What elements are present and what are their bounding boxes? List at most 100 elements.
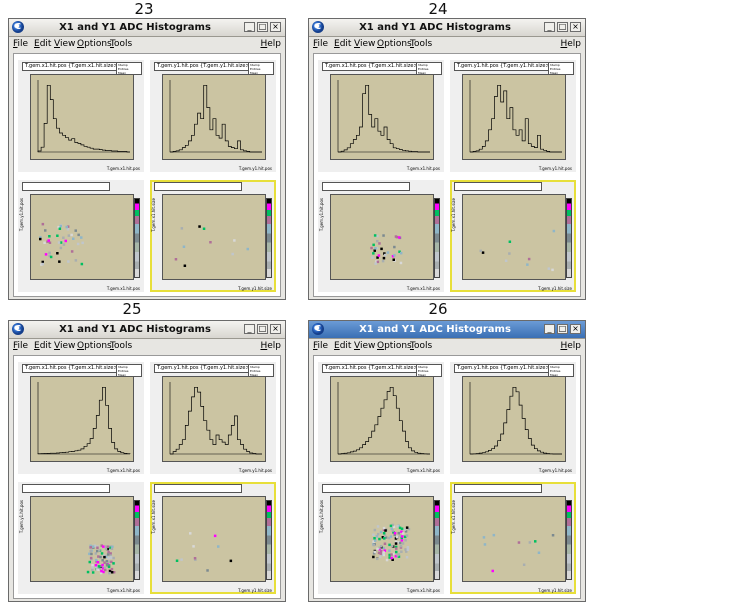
correlation-cell [106,553,110,556]
menu-file[interactable]: File [13,341,29,351]
pad-x1-histogram[interactable]: T.gem.x1.hit.pos {T.gem.x1.hit.size>1} h… [318,362,444,474]
size-x-axis-label: T.gem.y1.hit.size [238,286,272,291]
maximize-button[interactable]: □ [257,324,268,334]
menu-tools[interactable]: Tools [110,39,133,49]
maximize-button[interactable]: □ [257,22,268,32]
correlation-cell [382,546,385,550]
root-app-icon[interactable]: C [312,323,324,335]
menu-file[interactable]: File [13,39,29,49]
correlation-cell [110,560,113,564]
size-y-axis-label: T.gem.x1.hit.size [451,198,456,232]
menu-help[interactable]: Help [560,341,581,351]
menu-edit[interactable]: Edit [34,341,52,351]
root-canvas[interactable]: T.gem.x1.hit.pos {T.gem.x1.hit.size>1} h… [313,53,581,297]
menu-options[interactable]: Options [77,341,112,351]
close-button[interactable]: × [570,324,581,334]
correlation-cell [376,547,379,551]
x1-histogram-title: T.gem.x1.hit.pos {T.gem.x1.hit.size>1} [22,62,128,71]
y1-axis-label: T.gem.y1.hit.pos [238,166,272,171]
menu-view[interactable]: View [354,341,376,351]
xy-plot-title-bar [322,484,410,493]
pad-xy-correlation[interactable]: T.gem.x1.hit.pos T.gem.y1.hit.pos [318,482,444,594]
correlation-cell [384,529,387,532]
pad-y1-histogram[interactable]: T.gem.y1.hit.pos {T.gem.y1.hit.size>1} h… [150,60,276,172]
minimize-button[interactable]: _ [244,324,255,334]
menu-edit[interactable]: Edit [34,39,52,49]
correlation-cell [388,543,391,547]
menu-tools[interactable]: Tools [410,39,433,49]
correlation-cell [93,544,97,547]
size-cell [508,240,512,243]
root-canvas[interactable]: T.gem.x1.hit.pos {T.gem.x1.hit.size>1} h… [13,53,281,297]
close-button[interactable]: × [270,324,281,334]
menu-edit[interactable]: Edit [334,39,352,49]
menu-view[interactable]: View [354,39,376,49]
pad-size-correlation[interactable]: T.gem.y1.hit.size T.gem.x1.hit.size [150,180,276,292]
minimize-button[interactable]: _ [544,324,555,334]
menu-edit[interactable]: Edit [334,341,352,351]
window-title: X1 and Y1 ADC Histograms [359,324,511,335]
root-app-icon[interactable]: C [12,323,24,335]
size-cell [174,258,178,261]
root-canvas[interactable]: T.gem.x1.hit.pos {T.gem.x1.hit.size>1} h… [13,355,281,599]
maximize-button[interactable]: □ [557,22,568,32]
size-cell [504,259,508,262]
correlation-cell [109,546,112,550]
menu-options[interactable]: Options [77,39,112,49]
pad-size-correlation[interactable]: T.gem.y1.hit.size T.gem.x1.hit.size [450,180,576,292]
correlation-cell [401,535,404,538]
menu-help[interactable]: Help [260,39,281,49]
menu-help[interactable]: Help [260,341,281,351]
menu-tools[interactable]: Tools [110,341,133,351]
pad-size-correlation[interactable]: T.gem.y1.hit.size T.gem.x1.hit.size [150,482,276,594]
pad-y1-histogram[interactable]: T.gem.y1.hit.pos {T.gem.y1.hit.size>1} h… [150,362,276,474]
menu-file[interactable]: File [313,341,329,351]
x1-histogram-plot [37,382,131,455]
root-app-icon[interactable]: C [312,21,324,33]
close-button[interactable]: × [270,22,281,32]
menu-options[interactable]: Options [377,341,412,351]
window-titlebar[interactable]: C X1 and Y1 ADC Histograms _ □ × [9,321,285,339]
correlation-cell [373,539,377,542]
correlation-cell [394,540,398,544]
pad-xy-correlation[interactable]: T.gem.x1.hit.pos T.gem.y1.hit.pos [18,482,144,594]
pad-y1-histogram[interactable]: T.gem.y1.hit.pos {T.gem.y1.hit.size>1} h… [450,60,576,172]
pad-xy-correlation[interactable]: T.gem.x1.hit.pos T.gem.y1.hit.pos [18,180,144,292]
size-cell [217,545,220,548]
y1-axis-label: T.gem.y1.hit.pos [538,166,572,171]
window-titlebar[interactable]: C X1 and Y1 ADC Histograms _ □ × [309,19,585,37]
menu-help[interactable]: Help [560,39,581,49]
menu-file[interactable]: File [313,39,329,49]
minimize-button[interactable]: _ [244,22,255,32]
window-titlebar[interactable]: C X1 and Y1 ADC Histograms _ □ × [9,19,285,37]
correlation-cell [62,236,65,239]
pad-x1-histogram[interactable]: T.gem.x1.hit.pos {T.gem.x1.hit.size>1} h… [318,60,444,172]
maximize-button[interactable]: □ [557,324,568,334]
y1-plot-frame [162,74,266,160]
root-window-23: C X1 and Y1 ADC Histograms _ □ × File Ed… [8,18,286,300]
correlation-cell [59,246,63,250]
menu-options[interactable]: Options [377,39,412,49]
root-canvas[interactable]: T.gem.x1.hit.pos {T.gem.x1.hit.size>1} h… [313,355,581,599]
close-button[interactable]: × [570,22,581,32]
window-titlebar[interactable]: C X1 and Y1 ADC Histograms _ □ × [309,321,585,339]
caption-26: 26 [428,300,448,318]
pad-y1-histogram[interactable]: T.gem.y1.hit.pos {T.gem.y1.hit.size>1} h… [450,362,576,474]
root-app-icon[interactable]: C [12,21,24,33]
minimize-button[interactable]: _ [544,22,555,32]
correlation-cell [108,569,112,573]
menu-view[interactable]: View [54,39,76,49]
xy-y-axis-label: T.gem.y1.hit.pos [319,198,324,232]
menu-view[interactable]: View [54,341,76,351]
correlation-cell [392,552,395,556]
pad-x1-histogram[interactable]: T.gem.x1.hit.pos {T.gem.x1.hit.size>1} h… [18,60,144,172]
pad-x1-histogram[interactable]: T.gem.x1.hit.pos {T.gem.x1.hit.size>1} h… [18,362,144,474]
correlation-cell [47,239,50,242]
color-palette [134,500,140,580]
histogram-axes [37,80,130,153]
correlation-cell [103,561,106,564]
pad-size-correlation[interactable]: T.gem.y1.hit.size T.gem.x1.hit.size [450,482,576,594]
pad-xy-correlation[interactable]: T.gem.x1.hit.pos T.gem.y1.hit.pos [318,180,444,292]
correlation-cell [67,260,70,263]
menu-tools[interactable]: Tools [410,341,433,351]
